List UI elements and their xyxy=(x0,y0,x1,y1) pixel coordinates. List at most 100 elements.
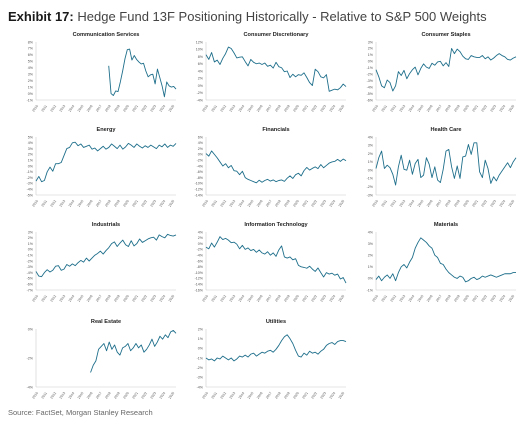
x-tick-label: 2023 xyxy=(320,391,328,400)
series-line xyxy=(35,233,177,278)
x-tick-label: 2019 xyxy=(283,391,291,400)
x-tick-label: 2013 xyxy=(229,199,237,208)
x-tick-label: 2010 xyxy=(201,391,209,400)
y-tick-label: 0% xyxy=(198,153,204,157)
x-tick-label: 2024 xyxy=(499,104,507,113)
y-tick-label: -3% xyxy=(367,193,374,197)
x-tick-label: 2022 xyxy=(140,391,148,400)
y-tick-label: 2% xyxy=(198,77,204,81)
x-tick-label: 2019 xyxy=(453,199,461,208)
y-tick-label: 1% xyxy=(368,53,374,57)
x-tick-label: 2012 xyxy=(50,104,58,113)
x-tick-label: 2012 xyxy=(50,199,58,208)
x-tick-label: 2013 xyxy=(59,104,67,113)
chart-consumer-discretionary: Consumer Discretionary 12% 10% 8% 6% 4% 2% 0% -2… xyxy=(196,32,347,113)
y-tick-label: 4% xyxy=(28,141,34,145)
y-tick-label: -3% xyxy=(367,79,374,83)
x-tick-label: 2017 xyxy=(265,294,273,303)
x-tick-label: 2023 xyxy=(320,104,328,113)
y-tick-label: -3% xyxy=(27,182,34,186)
x-tick-label: 2011 xyxy=(381,294,389,302)
y-tick-label: -1% xyxy=(367,177,374,181)
y-tick-label: -8% xyxy=(197,176,204,180)
exhibit-title: Exhibit 17: Hedge Fund 13F Positioning H… xyxy=(8,9,487,24)
x-tick-label: 2010 xyxy=(31,294,39,303)
source-note: Source: FactSet, Morgan Stanley Research xyxy=(8,408,153,417)
y-tick-label: -3% xyxy=(27,265,34,269)
x-tick-label: 2014 xyxy=(238,199,246,208)
x-tick-label: 2024 xyxy=(329,199,337,208)
y-tick-label: -4% xyxy=(27,385,34,389)
y-tick-label: -5% xyxy=(367,92,374,96)
x-tick-label: 2023 xyxy=(150,294,158,303)
y-tick-label: 12% xyxy=(196,40,204,44)
x-tick-label: 2015 xyxy=(77,199,85,208)
x-tick-label: 2016 xyxy=(256,294,264,303)
x-tick-label: 2021 xyxy=(301,294,309,303)
y-tick-label: -2% xyxy=(367,73,374,77)
series-line xyxy=(375,142,517,186)
chart-information-technology: Information Technology 4% 2% 0% -2% -4%-6% -8%… xyxy=(195,222,347,303)
x-tick-label: 2021 xyxy=(471,294,479,303)
y-tick-label: 0% xyxy=(28,327,34,331)
y-tick-label: 0% xyxy=(368,277,374,281)
y-tick-label: 4% xyxy=(28,66,34,70)
y-tick-label: -4% xyxy=(197,98,204,102)
x-tick-label: 2018 xyxy=(104,199,112,208)
y-tick-label: 0% xyxy=(368,60,374,64)
y-tick-label: 2% xyxy=(198,236,204,240)
x-tick-label: 2011 xyxy=(381,199,389,207)
y-tick-label: 0% xyxy=(368,168,374,172)
x-tick-label: 2024 xyxy=(329,294,337,303)
series-line xyxy=(35,141,177,183)
x-tick-label: 2022 xyxy=(480,294,488,303)
x-tick-label: 2010 xyxy=(201,294,209,303)
chart-consumer-staples: Consumer Staples 3% 2% 1% 0% -1% -2% -3% -4% -5% -… xyxy=(367,32,517,113)
chart-title: Energy xyxy=(97,127,117,133)
x-tick-label: 2024 xyxy=(159,104,167,113)
x-tick-label: 2023 xyxy=(490,294,498,303)
y-tick-label: -6% xyxy=(197,170,204,174)
x-tick-label: 2022 xyxy=(140,294,148,303)
y-tick-label: -1% xyxy=(197,356,204,360)
x-tick-label: 2013 xyxy=(59,294,67,303)
x-tick-label: 2016 xyxy=(86,199,94,208)
x-tick-label: 2014 xyxy=(408,199,416,208)
x-tick-label: 2022 xyxy=(480,199,488,208)
x-tick-label: 2020 xyxy=(122,391,130,400)
y-tick-label: 4% xyxy=(198,230,204,234)
series-line xyxy=(205,236,347,284)
y-tick-label: 4% xyxy=(368,230,374,234)
x-tick-label: 2021 xyxy=(471,199,479,208)
x-tick-label: 2012 xyxy=(220,104,228,113)
y-tick-label: -14% xyxy=(195,193,204,197)
y-tick-label: 0% xyxy=(28,248,34,252)
x-tick-label: 2017 xyxy=(95,294,103,303)
x-tick-label: 2021 xyxy=(131,104,139,113)
y-tick-label: -5% xyxy=(27,193,34,197)
x-tick-label: 2019 xyxy=(113,199,121,208)
y-tick-label: 8% xyxy=(28,40,34,44)
x-tick-label: 2012 xyxy=(390,294,398,303)
x-tick-label: 2014 xyxy=(238,104,246,113)
y-tick-label: -1% xyxy=(27,170,34,174)
x-tick-label: 2024 xyxy=(329,391,337,400)
y-tick-label: 2% xyxy=(368,152,374,156)
x-tick-label: 2013 xyxy=(59,391,67,400)
x-tick-label: 2010 xyxy=(371,294,379,303)
y-tick-label: -2% xyxy=(27,356,34,360)
x-tick-label: 2010 xyxy=(31,199,39,208)
chart-title: Consumer Staples xyxy=(421,32,470,38)
y-tick-label: 2% xyxy=(198,147,204,151)
chart-title: Communication Services xyxy=(73,32,140,38)
y-tick-label: 6% xyxy=(198,135,204,139)
y-tick-label: 3% xyxy=(28,73,34,77)
y-tick-label: 2% xyxy=(368,47,374,51)
y-tick-label: -4% xyxy=(367,85,374,89)
x-tick-label: 2016 xyxy=(86,294,94,303)
x-tick-label: 2019 xyxy=(453,104,461,113)
x-tick-label: 2010 xyxy=(31,104,39,113)
